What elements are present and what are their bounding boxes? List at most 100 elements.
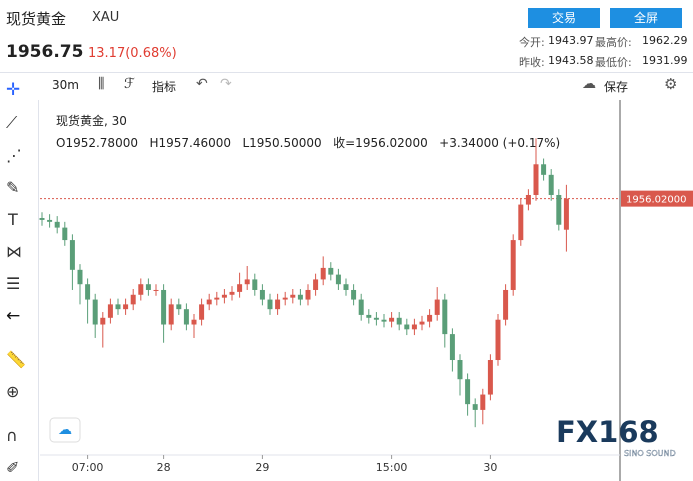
fib-tool[interactable]: ⋰ [6,146,22,165]
candle-body [206,299,212,305]
candle-body [183,309,189,325]
candle-body [495,319,501,361]
candle-body [62,227,68,241]
brush-tool[interactable]: ✎ [6,178,20,197]
title: 现货黄金 [6,10,67,28]
stat-label: 最高价: [595,36,632,49]
candle-body [92,299,98,325]
candle-body [130,294,136,305]
undo[interactable]: ↶ [196,76,208,92]
redo[interactable]: ↷ [220,76,232,92]
x-tick-label: 29 [255,461,269,474]
candle-body [282,297,288,300]
cloud-icon[interactable]: ☁ [582,76,596,92]
candle-body [427,314,433,322]
divider [0,72,693,73]
lock-tool[interactable]: ✐ [6,458,20,477]
price-label-bg [621,190,693,207]
x-tick-label: 15:00 [376,461,408,474]
text-tool[interactable]: T [8,210,18,229]
sidebar-border [38,100,39,481]
legend-open: O1952.78000 [56,136,138,150]
settings[interactable]: ⚙ [664,75,678,93]
indicator-icon[interactable]: ℱ [124,76,136,92]
candle-body [305,289,311,300]
candle-body [518,204,524,241]
candle-body [442,299,448,335]
x-tick-label: 07:00 [72,461,104,474]
candle-icon[interactable]: ⫼ [98,76,105,92]
fullscreen-button[interactable]: 全屏 [610,8,682,28]
prediction-tool[interactable]: ☰ [6,274,21,293]
ruler-tool[interactable]: 📏 [6,350,26,369]
candle-body [221,294,227,298]
change: 13.17(0.68%) [88,46,177,61]
candle-body [541,164,547,175]
legend-high: H1957.46000 [149,136,231,150]
candle-body [449,334,455,361]
candle-body [480,394,486,410]
save[interactable]: 保存 [604,80,629,94]
candle-body [168,304,174,325]
candle-body [411,324,417,330]
indicators[interactable]: 指标 [152,80,177,94]
candle-body [381,319,387,322]
crosshair-tool[interactable]: ✛ [6,80,21,100]
candle-body [145,284,151,290]
candle-body [138,284,144,295]
candle-body [290,294,296,298]
legend-close: 收=1956.02000 [333,136,428,150]
candle-body [313,279,319,290]
candle-body [548,174,554,195]
candle-body [69,240,75,270]
trade-button[interactable]: 交易 [528,8,600,28]
candle-body [161,289,167,325]
pattern-tool[interactable]: ⋈ [6,242,22,261]
candle-body [115,304,121,310]
candle-body [472,404,478,410]
x-tick-label: 28 [157,461,171,474]
candle-body [123,304,129,310]
legend-ohlc: O1952.78000 H1957.46000 L1950.50000 收=19… [56,134,560,151]
interval[interactable]: 30m [52,78,79,92]
candle-body [229,291,235,295]
magnet-tool[interactable]: ∩ [6,426,18,445]
candle-body [39,218,45,220]
x-tick-label: 30 [483,461,497,474]
candle-body [434,299,440,315]
back-tool[interactable]: ← [6,306,21,326]
candle-body [503,289,509,320]
legend-change: +3.34000 (+0.17%) [439,136,561,150]
candle-body [297,294,303,300]
candle-body [343,284,349,290]
candle-body [47,219,53,222]
candle-body [199,304,205,320]
candle-body [510,240,516,290]
line-tool[interactable]: ⟋ [6,113,18,132]
candle-body [85,284,91,300]
candle-body [275,299,281,310]
candle-body [487,360,493,395]
candle-body [252,279,258,290]
watermark-sub: SINO SOUND [624,449,676,458]
logo-badge[interactable] [49,417,81,443]
candle-body [351,289,357,300]
price-label: 1956.02000 [626,195,686,206]
candle-body [358,299,364,315]
candle-body [533,164,539,195]
candle-body [244,279,250,285]
candle-body [100,317,106,325]
stat-label: 今开: [519,36,545,49]
candle-body [328,267,334,275]
candle-body [457,360,463,380]
candle-body [191,319,197,325]
candle-body [237,284,243,292]
candle-body [176,304,182,310]
zoom-tool[interactable]: ⊕ [6,382,20,401]
candle-body [389,317,395,322]
watermark-brand: FX168 [556,415,659,449]
stat-label: 最低价: [595,56,632,69]
candle-body [54,221,60,228]
candle-body [153,289,159,291]
